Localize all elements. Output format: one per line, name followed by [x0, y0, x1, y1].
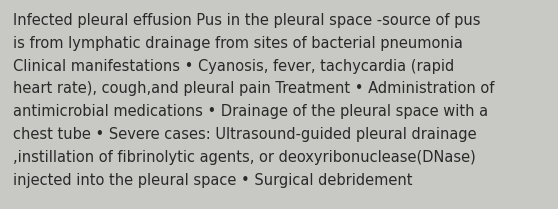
Text: injected into the pleural space • Surgical debridement: injected into the pleural space • Surgic…: [13, 173, 412, 188]
Text: Infected pleural effusion Pus in the pleural space -source of pus: Infected pleural effusion Pus in the ple…: [13, 13, 480, 28]
Text: chest tube • Severe cases: Ultrasound-guided pleural drainage: chest tube • Severe cases: Ultrasound-gu…: [13, 127, 477, 142]
Text: is from lymphatic drainage from sites of bacterial pneumonia: is from lymphatic drainage from sites of…: [13, 36, 463, 51]
Text: ,instillation of fibrinolytic agents, or deoxyribonuclease(DNase): ,instillation of fibrinolytic agents, or…: [13, 150, 476, 165]
Text: heart rate), cough,and pleural pain Treatment • Administration of: heart rate), cough,and pleural pain Trea…: [13, 81, 494, 96]
Text: antimicrobial medications • Drainage of the pleural space with a: antimicrobial medications • Drainage of …: [13, 104, 488, 119]
Text: Clinical manifestations • Cyanosis, fever, tachycardia (rapid: Clinical manifestations • Cyanosis, feve…: [13, 59, 454, 74]
